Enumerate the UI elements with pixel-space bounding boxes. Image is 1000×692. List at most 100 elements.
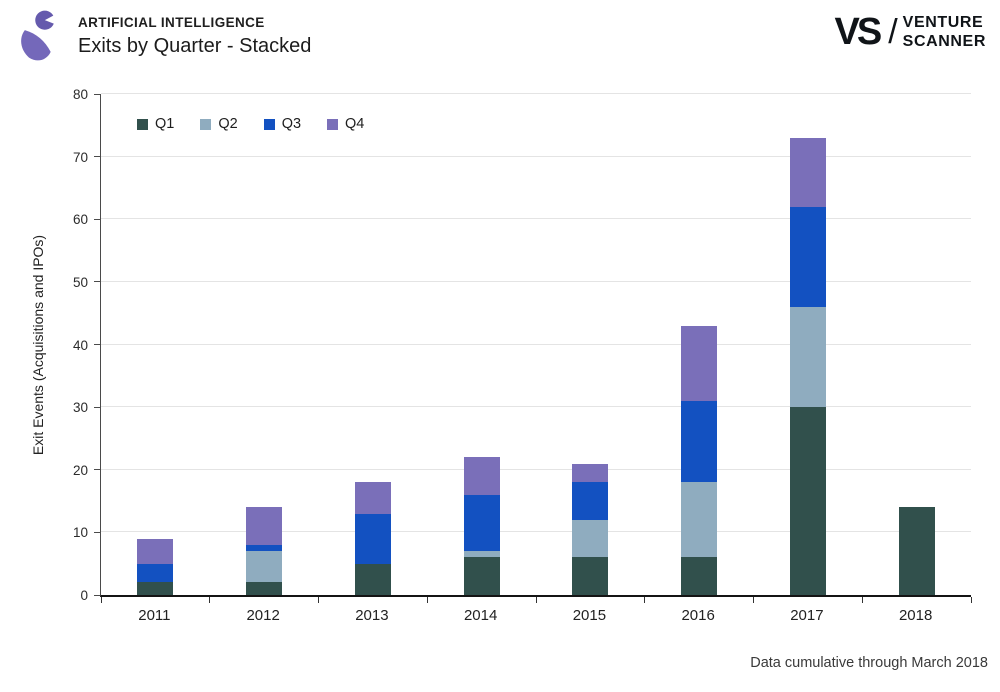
- bar-segment-2013-q1: [354, 563, 391, 595]
- bar-segment-2016-q2: [681, 482, 718, 558]
- bar-segment-2017-q2: [789, 306, 826, 408]
- y-tick-mark-70: [94, 156, 100, 158]
- x-label-2012: 2012: [246, 607, 280, 624]
- bar-2014: [463, 94, 500, 595]
- y-tick-label-60: 60: [72, 212, 88, 228]
- legend-item-q3: Q3: [263, 116, 302, 132]
- gridline-40: [101, 343, 971, 345]
- legend-item-q2: Q2: [200, 116, 238, 132]
- x-label-2013: 2013: [355, 607, 389, 624]
- y-tick-label-30: 30: [72, 400, 88, 416]
- bar-segment-2017-q3: [789, 206, 826, 307]
- bar-segment-2014-q2: [463, 551, 500, 558]
- bar-2015: [572, 94, 609, 595]
- legend-swatch-q4: [327, 118, 339, 130]
- bar-segment-2012-q2: [246, 551, 283, 583]
- plot-area: Q1 Q2 Q3 Q4: [94, 93, 972, 603]
- x-tick-mark-6: [753, 597, 754, 603]
- bar-segment-2015-q1: [572, 557, 609, 595]
- x-axis-labels: 2011 2012 2013 2014 2015 2016 2017 2018: [100, 607, 970, 629]
- x-label-2016: 2016: [681, 607, 715, 624]
- y-tick-mark-0: [94, 594, 100, 596]
- x-tick-mark-4: [535, 597, 537, 603]
- legend-swatch-q2: [200, 118, 212, 130]
- bar-segment-2017-q1: [789, 407, 826, 595]
- x-tick-mark-5: [644, 597, 646, 603]
- bar-segment-2012-q4: [246, 507, 283, 545]
- y-tick-label-10: 10: [72, 525, 88, 541]
- bar-segment-2015-q4: [572, 463, 609, 483]
- bar-segment-2018-q1: [898, 507, 935, 595]
- bar-segment-2016-q4: [681, 325, 718, 401]
- y-tick-mark-60: [94, 218, 100, 220]
- y-tick-label-0: 0: [80, 588, 88, 603]
- y-tick-label-70: 70: [72, 149, 88, 165]
- legend-label-q4: Q4: [345, 116, 365, 132]
- bar-segment-2017-q4: [789, 137, 826, 207]
- y-tick-label-50: 50: [72, 274, 88, 290]
- x-label-2011: 2011: [138, 607, 171, 624]
- bar-segment-2014-q1: [463, 557, 500, 595]
- x-tick-mark-3: [426, 597, 428, 603]
- category-label: ARTIFICIAL INTELLIGENCE: [78, 15, 265, 30]
- bar-segment-2016-q1: [681, 557, 718, 595]
- y-tick-label-80: 80: [72, 87, 88, 102]
- bar-segment-2014-q3: [463, 494, 500, 552]
- gridline-80: [101, 93, 971, 94]
- bar-segment-2011-q1: [137, 582, 174, 595]
- bar-segment-2015-q2: [572, 519, 609, 558]
- bar-segment-2011-q4: [137, 538, 174, 564]
- y-tick-mark-10: [94, 531, 100, 533]
- x-tick-mark-1: [209, 597, 211, 603]
- bar-2011: [137, 94, 174, 595]
- x-label-2017: 2017: [790, 607, 824, 624]
- bar-2012: [246, 94, 283, 595]
- legend-swatch-q3: [263, 118, 275, 130]
- x-tick-mark-0: [100, 597, 102, 603]
- y-tick-mark-20: [94, 469, 100, 471]
- header: ARTIFICIAL INTELLIGENCE Exits by Quarter…: [78, 15, 311, 58]
- y-tick-mark-50: [94, 281, 100, 283]
- y-axis-tick-labels: 0 10 20 30 40 50 60 70 80: [0, 87, 88, 603]
- gridline-70: [101, 155, 971, 157]
- legend-label-q2: Q2: [218, 116, 238, 132]
- bar-segment-2012-q3: [246, 544, 283, 552]
- bar-segment-2015-q3: [572, 482, 609, 520]
- gridline-60: [101, 218, 971, 220]
- legend-label-q1: Q1: [155, 116, 175, 132]
- x-tick-mark-8: [970, 597, 972, 603]
- gridline-10: [101, 531, 971, 533]
- x-tick-mark-2: [318, 597, 319, 603]
- y-tick-label-40: 40: [72, 337, 88, 353]
- vs-logo-slash: /: [888, 13, 898, 52]
- y-tick-mark-40: [94, 344, 100, 345]
- x-label-2018: 2018: [898, 607, 933, 624]
- bar-segment-2016-q3: [681, 400, 718, 483]
- bar-2018: [898, 94, 935, 595]
- y-tick-mark-30: [94, 406, 100, 408]
- bar-segment-2013-q4: [354, 482, 391, 514]
- gridline-20: [101, 468, 971, 470]
- bar-segment-2011-q3: [137, 563, 174, 583]
- bar-2016: [681, 94, 718, 595]
- x-tick-mark-7: [861, 597, 863, 603]
- gridline-50: [101, 280, 971, 282]
- legend: Q1 Q2 Q3 Q4: [137, 116, 364, 132]
- ai-person-icon: [14, 7, 64, 65]
- brand-name-line1: VENTURE: [902, 14, 984, 31]
- legend-item-q4: Q4: [327, 116, 364, 132]
- footnote: Data cumulative through March 2018: [750, 655, 988, 671]
- bar-2013: [354, 94, 391, 595]
- y-tick-label-20: 20: [72, 462, 88, 478]
- bar-segment-2012-q1: [246, 582, 283, 595]
- vs-logo-mark: VS: [834, 11, 883, 54]
- x-label-2015: 2015: [572, 607, 607, 624]
- legend-item-q1: Q1: [137, 116, 174, 132]
- legend-label-q3: Q3: [281, 116, 302, 132]
- brand-name: VENTURE SCANNER: [903, 13, 986, 51]
- gridline-30: [101, 406, 971, 408]
- x-label-2014: 2014: [463, 607, 498, 624]
- page-title: Exits by Quarter - Stacked: [78, 35, 312, 57]
- y-tick-mark-80: [94, 93, 100, 95]
